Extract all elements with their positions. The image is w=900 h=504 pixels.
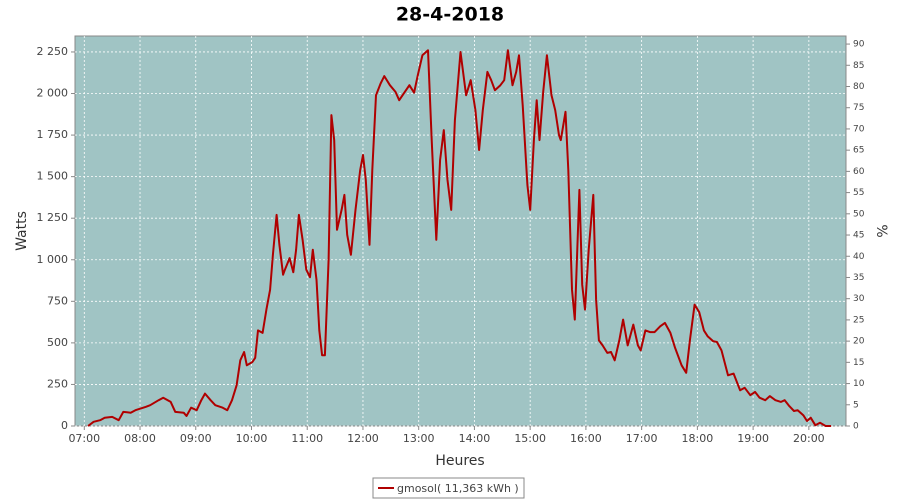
x-tick-label: 08:00 [124, 432, 156, 445]
y2-tick-label: 25 [853, 315, 864, 325]
x-tick-label: 07:00 [68, 432, 100, 445]
x-tick-label: 18:00 [682, 432, 714, 445]
plot-area [74, 35, 847, 427]
y-tick-label: 1 250 [37, 211, 69, 224]
y2-tick-label: 5 [853, 400, 859, 410]
data-line [87, 49, 832, 427]
x-tick-label: 12:00 [347, 432, 379, 445]
x-tick-label: 13:00 [403, 432, 435, 445]
y2-tick-label: 35 [853, 273, 864, 283]
x-tick-label: 15:00 [514, 432, 546, 445]
y-tick-label: 0 [61, 419, 68, 432]
legend-label: gmosol( 11,363 kWh ) [397, 482, 519, 495]
y-axis-label: Watts [14, 211, 30, 251]
y-tick-label: 1 500 [37, 170, 69, 183]
y2-tick-label: 90 [853, 40, 865, 50]
x-tick-label: 16:00 [570, 432, 602, 445]
y-tick-label: 1 000 [37, 253, 69, 266]
y2-tick-label: 85 [853, 61, 864, 71]
y2-tick-label: 75 [853, 103, 864, 113]
y-tick-label: 500 [47, 336, 68, 349]
x-tick-label: 10:00 [236, 432, 268, 445]
x-tick-label: 09:00 [180, 432, 212, 445]
x-tick-label: 11:00 [291, 432, 323, 445]
y2-tick-label: 10 [853, 379, 865, 389]
y2-tick-label: 0 [853, 422, 859, 432]
chart-title: 28-4-2018 [396, 4, 504, 26]
y2-tick-label: 45 [853, 231, 864, 241]
y2-tick-label: 80 [853, 82, 865, 92]
y2-tick-label: 40 [853, 252, 865, 262]
x-tick-label: 17:00 [626, 432, 658, 445]
y-tick-label: 2 000 [37, 87, 69, 100]
x-tick-label: 20:00 [793, 432, 825, 445]
y2-tick-label: 65 [853, 146, 864, 156]
y2-tick-label: 15 [853, 358, 864, 368]
legend-box [372, 477, 525, 499]
y2-axis-label: % [873, 224, 889, 237]
y-tick-label: 1 750 [37, 128, 69, 141]
y-tick-label: 250 [47, 377, 68, 390]
x-tick-label: 19:00 [737, 432, 769, 445]
y2-tick-label: 55 [853, 188, 864, 198]
y2-tick-label: 60 [853, 167, 865, 177]
x-tick-label: 14:00 [459, 432, 491, 445]
y2-tick-label: 70 [853, 124, 865, 134]
y2-tick-label: 20 [853, 337, 865, 347]
x-axis-label: Heures [435, 453, 484, 469]
y-tick-label: 750 [47, 294, 68, 307]
y2-tick-label: 50 [853, 209, 865, 219]
y-tick-label: 2 250 [37, 45, 69, 58]
y2-tick-label: 30 [853, 294, 865, 304]
